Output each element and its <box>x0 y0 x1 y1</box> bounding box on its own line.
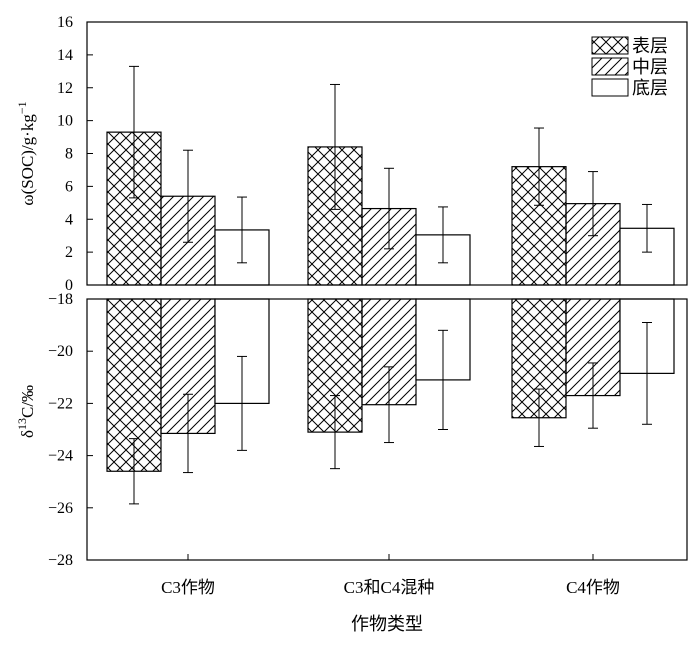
bottom-y-axis-title-delta: δ <box>18 430 37 438</box>
bars-layer <box>106 131 675 472</box>
top-ytick-label-6: 12 <box>57 80 73 97</box>
legend-label-0: 表层 <box>632 36 668 56</box>
top-ytick-label-8: 16 <box>57 14 73 31</box>
bottom-ytick-label-0: −28 <box>48 552 73 569</box>
labels-layer: 0 2 4 6 8 10 12 14 16 −28 −26 −24 −22 −20 −18 C3作物 C3和C4… <box>15 14 620 634</box>
bottom-y-axis-title: δ13C/‰ <box>15 385 37 438</box>
axes-layer <box>86 21 688 561</box>
top-ytick-label-4: 8 <box>65 146 73 163</box>
x-axis-title: 作物类型 <box>351 614 423 634</box>
category-label-1: C3和C4混种 <box>344 578 435 597</box>
bottom-ytick-label-2: −24 <box>48 448 73 465</box>
top-ytick-label-1: 2 <box>65 244 73 261</box>
bottom-ytick-label-1: −26 <box>48 500 73 517</box>
top-ytick-label-5: 10 <box>57 113 73 130</box>
bottom-ytick-label-4: −20 <box>48 343 73 360</box>
legend-label-2: 底层 <box>632 78 668 98</box>
bottom-plot-frame <box>86 298 688 561</box>
top-ytick-label-2: 4 <box>65 211 73 228</box>
bottom-ytick-label-5: −18 <box>48 291 73 308</box>
legend-swatch-1 <box>591 57 629 76</box>
top-ytick-label-0: 0 <box>65 277 73 294</box>
error-bars-layer <box>129 65 652 505</box>
legend-label-1: 中层 <box>632 57 668 77</box>
category-label-2: C4作物 <box>566 578 620 597</box>
bottom-y-axis-title-sup: 13 <box>15 418 29 430</box>
bottom-y-axis-title-unit: C/‰ <box>18 385 37 418</box>
top-y-axis-title: ω(SOC)/g·kg−1 <box>15 101 37 205</box>
legend-swatch-0 <box>591 36 629 55</box>
legend-swatch-2 <box>591 78 629 97</box>
category-label-0: C3作物 <box>161 578 215 597</box>
top-y-axis-title-exp: −1 <box>15 101 29 114</box>
top-y-axis-title-main: ω(SOC)/g·kg <box>18 114 37 206</box>
top-ytick-label-3: 6 <box>65 178 73 195</box>
bottom-ytick-label-3: −22 <box>48 395 73 412</box>
top-ytick-label-7: 14 <box>57 47 73 64</box>
